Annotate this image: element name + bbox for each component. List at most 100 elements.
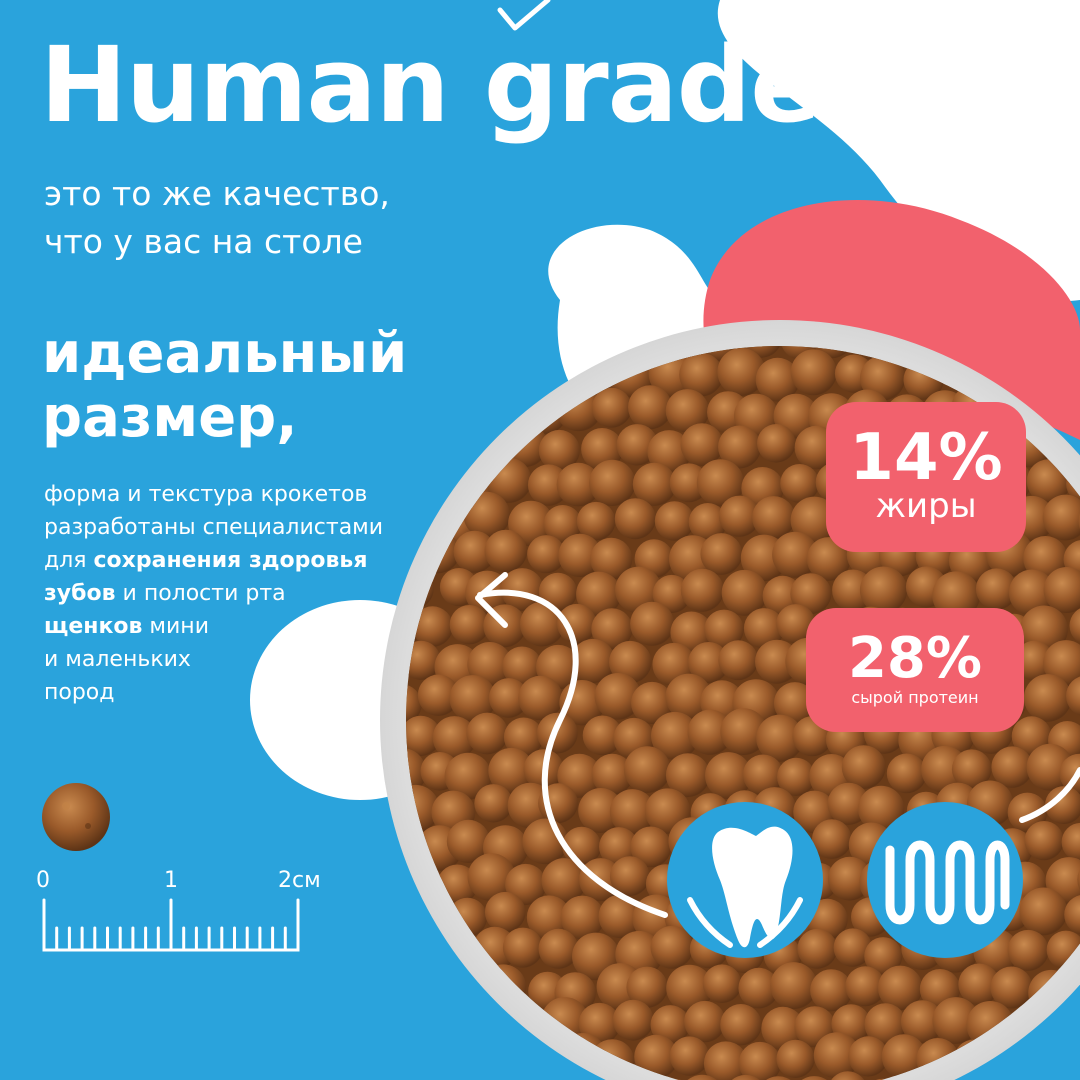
kibble	[991, 746, 1033, 788]
kibble	[406, 715, 441, 757]
kibble	[591, 753, 634, 796]
kibble	[466, 1073, 514, 1080]
kibble	[864, 937, 903, 976]
kibble	[845, 966, 886, 1007]
kibble	[1042, 494, 1080, 541]
kibble	[614, 498, 656, 540]
kibble	[860, 355, 905, 401]
kibble	[703, 1041, 748, 1080]
kibble	[864, 1003, 907, 1046]
kibble	[484, 529, 528, 573]
kibble	[417, 966, 459, 1008]
ruler-label-2: 2см	[278, 868, 321, 893]
kibble	[412, 606, 453, 647]
kibble	[484, 346, 531, 361]
kibble	[900, 1000, 944, 1044]
kibble	[665, 673, 712, 720]
kibble	[859, 566, 908, 614]
kibble	[632, 462, 677, 506]
kibble	[1064, 894, 1080, 935]
kibble	[466, 1001, 506, 1041]
kibble	[669, 463, 709, 503]
subtitle-line-2: что у вас на столе	[44, 222, 363, 261]
kibble	[623, 746, 671, 793]
kibble	[810, 969, 853, 1012]
kibble	[452, 1043, 496, 1080]
kibble	[650, 925, 694, 969]
kibble	[1043, 567, 1080, 613]
kibble	[406, 971, 420, 1014]
kibble	[481, 1034, 526, 1079]
kibble	[589, 459, 636, 506]
protein-value: 28%	[847, 626, 983, 691]
kibble	[877, 965, 923, 1011]
kibble	[932, 571, 980, 620]
description-text: для	[44, 548, 94, 573]
arrow-curve-right	[1019, 767, 1080, 823]
kibble	[776, 604, 816, 644]
kibble	[665, 753, 710, 798]
kibble	[718, 495, 761, 537]
kibble	[669, 1036, 710, 1076]
kibble	[696, 459, 745, 507]
kibble	[670, 611, 713, 654]
kibble	[543, 504, 582, 544]
kibble	[932, 997, 980, 1044]
kibble	[738, 1041, 782, 1080]
kibble	[615, 566, 662, 614]
kibble	[797, 928, 838, 969]
description-line-1: форма и текстура крокетов	[44, 482, 368, 507]
description-line-5: щенков мини	[44, 610, 454, 643]
kibble	[738, 967, 779, 1009]
kibble	[488, 747, 535, 794]
kibble	[444, 752, 492, 800]
kibble	[1027, 1034, 1075, 1080]
kibble	[680, 568, 724, 612]
ruler-label-1: 1	[164, 868, 178, 893]
kibble	[445, 346, 490, 366]
kibble	[432, 716, 477, 760]
kibble	[484, 891, 526, 933]
kibble	[570, 638, 616, 684]
kibble	[518, 675, 563, 721]
protein-badge: 28% сырой протеин	[806, 608, 1024, 732]
kibble	[406, 1004, 436, 1047]
kibble	[702, 964, 742, 1003]
kibble	[770, 962, 818, 1010]
kibble	[591, 608, 633, 650]
kibble	[1007, 929, 1049, 971]
kibble	[581, 428, 624, 470]
kibble	[951, 749, 992, 789]
kibble	[881, 1034, 927, 1079]
kibble	[841, 745, 886, 789]
description-emphasis: сохранения здоровья	[93, 548, 368, 573]
kibble	[594, 673, 642, 720]
description-line-7: пород	[44, 680, 115, 705]
kibble	[591, 387, 632, 428]
kibble	[631, 681, 674, 725]
kibble	[687, 709, 733, 755]
kibble	[806, 537, 851, 581]
kibble	[1024, 821, 1064, 861]
description-line-3: для сохранения здоровья	[44, 544, 454, 577]
description-line-4: зубов и полости рта	[44, 577, 454, 610]
kibble	[1014, 640, 1055, 681]
kibble	[612, 999, 654, 1041]
protein-label: сырой протеин	[851, 688, 979, 707]
kibble	[503, 717, 544, 757]
description-emphasis: зубов	[44, 581, 116, 606]
kibble	[538, 429, 580, 471]
kibble	[777, 757, 816, 797]
check-mark	[497, 0, 551, 31]
kibble	[609, 640, 652, 684]
kibble	[527, 464, 570, 506]
feature-line-1: идеальный	[42, 321, 408, 386]
kibble	[1012, 1070, 1054, 1080]
kibble	[446, 819, 490, 864]
kibble	[578, 788, 624, 833]
description-text: и полости рта	[115, 581, 286, 606]
kibble	[1023, 674, 1072, 722]
kibble	[848, 1036, 889, 1077]
kibble	[1045, 786, 1080, 825]
kibble	[1023, 536, 1068, 581]
